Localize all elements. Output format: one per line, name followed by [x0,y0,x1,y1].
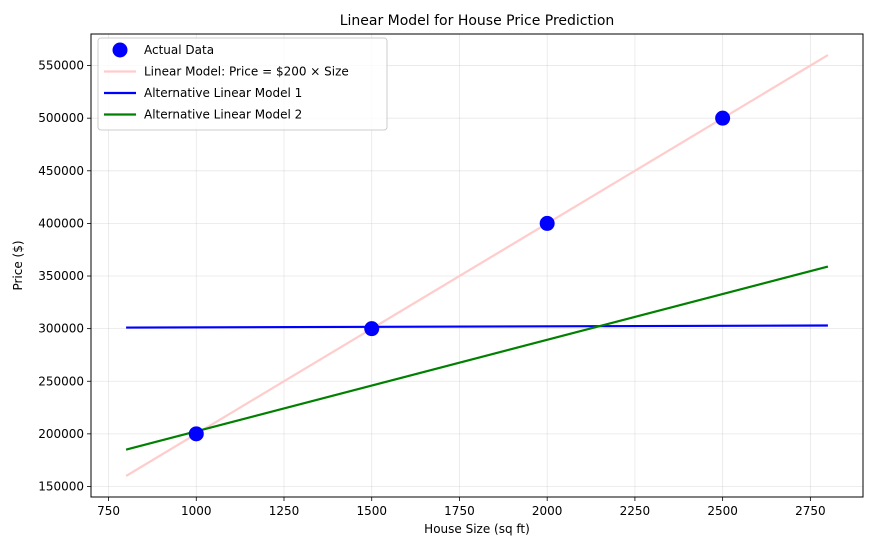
x-tick-label: 2250 [620,504,651,518]
scatter-layer [188,110,731,442]
data-point [364,321,380,337]
y-tick-label: 200000 [38,427,84,441]
legend-label: Alternative Linear Model 1 [144,86,302,100]
x-tick-label: 2000 [532,504,563,518]
y-tick-label: 350000 [38,269,84,283]
y-axis-label: Price ($) [11,240,25,290]
x-tick-label: 750 [97,504,120,518]
y-tick-label: 250000 [38,374,84,388]
x-tick-label: 1750 [444,504,475,518]
data-point [539,215,555,231]
series-line-3 [125,265,829,451]
x-tick-label: 1500 [356,504,387,518]
ticks: 750 1000 1250 1500 1750 2000 2250 2500 2750 15000… [38,59,825,518]
legend-marker-point [112,42,128,58]
x-tick-label: 1250 [269,504,300,518]
series-line-2 [126,324,828,329]
y-tick-label: 150000 [38,479,84,493]
legend-label: Alternative Linear Model 2 [144,108,302,122]
y-tick-label: 450000 [38,164,84,178]
x-tick-label: 1000 [181,504,212,518]
y-tick-label: 400000 [38,216,84,230]
x-tick-label: 2500 [707,504,738,518]
chart-title: Linear Model for House Price Prediction [340,13,615,29]
y-tick-label: 500000 [38,111,84,125]
legend-label: Actual Data [144,43,214,57]
data-point [715,110,731,126]
legend-box [97,37,388,131]
x-axis-label: House Size (sq ft) [424,522,530,536]
y-tick-label: 550000 [38,59,84,73]
series-layer [125,54,829,477]
plot-frame [90,33,864,498]
x-tick-label: 2750 [795,504,826,518]
series-line-1 [125,54,829,477]
y-tick-label: 300000 [38,322,84,336]
data-point [188,426,204,442]
legend-label: Linear Model: Price = $200 × Size [144,65,349,79]
legend: Actual Data Linear Model: Price = $200 × … [97,37,388,131]
